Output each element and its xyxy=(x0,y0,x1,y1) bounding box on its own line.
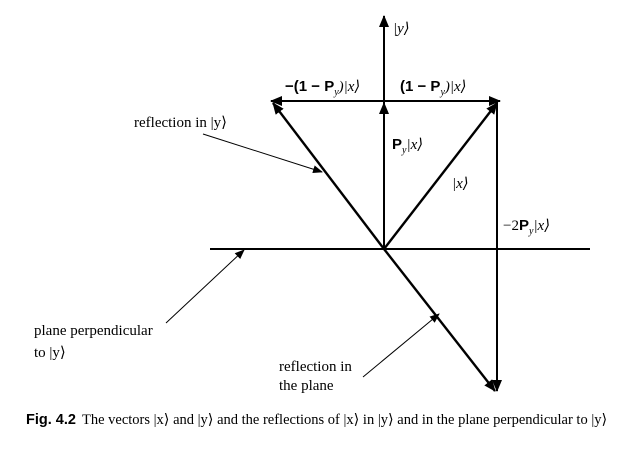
label-plane-perpendicular-line1: plane perpendicular xyxy=(34,323,153,339)
reflection-in-plane-vector xyxy=(383,248,496,392)
pointer-plane-perpendicular xyxy=(165,249,245,324)
label-x-vector: |x⟩ xyxy=(452,176,469,192)
figure-caption: Fig. 4.2 The vectors |x⟩ and |y⟩ and the … xyxy=(26,411,611,430)
label-minus-two-py-x: −2Py|x⟩ xyxy=(503,217,550,237)
label-plane-perpendicular-line2: to |y⟩ xyxy=(34,345,66,361)
label-minus-one-minus-py-x: −(1 − Py)|x⟩ xyxy=(285,78,360,98)
reflection-in-y-vector xyxy=(272,102,385,250)
pointer-reflection-in-plane xyxy=(362,313,440,378)
label-py-x: Py|x⟩ xyxy=(392,136,423,156)
caption-text: The vectors |x⟩ and |y⟩ and the reflecti… xyxy=(81,412,608,428)
label-reflection-in-plane-line2: the plane xyxy=(279,378,334,394)
reflection-diagram: |y⟩ −(1 − Py)|x⟩ (1 − Py)|x⟩ Py|x⟩ |x⟩ −… xyxy=(34,15,590,394)
figure-number: Fig. 4.2 xyxy=(26,412,76,428)
label-y-axis: |y⟩ xyxy=(393,21,410,37)
label-reflection-in-y: reflection in |y⟩ xyxy=(134,115,227,131)
label-reflection-in-plane-line1: reflection in xyxy=(279,359,352,375)
pointer-reflection-in-y xyxy=(202,133,323,174)
x-vector xyxy=(383,102,498,250)
label-one-minus-py-x: (1 − Py)|x⟩ xyxy=(400,78,467,98)
